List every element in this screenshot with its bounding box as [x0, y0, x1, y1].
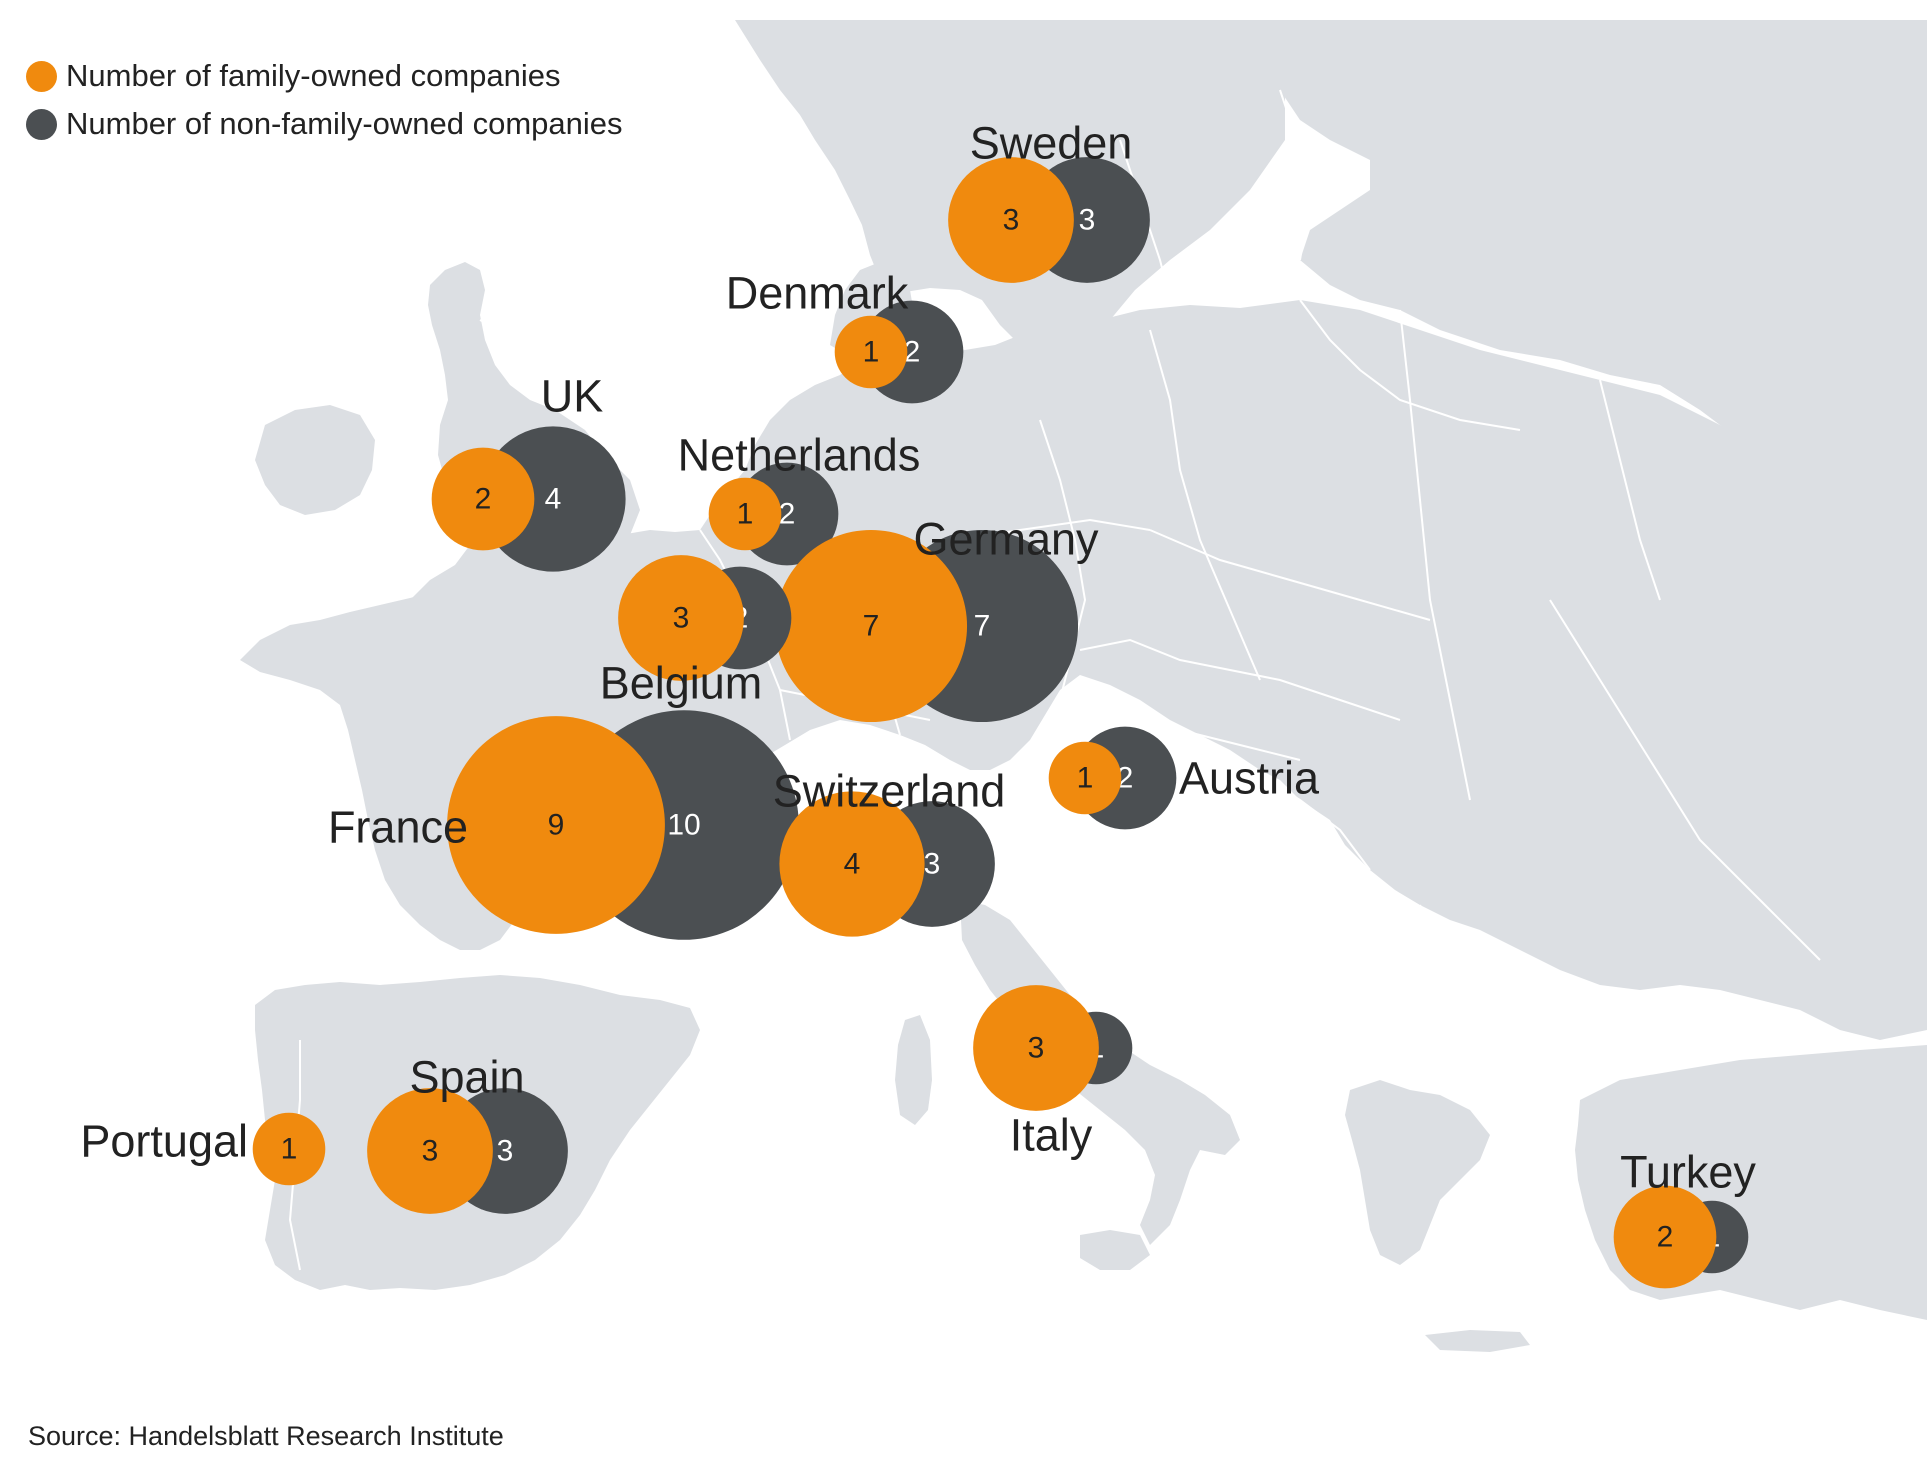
netherlands-family-bubble: 1	[708, 477, 782, 551]
turkey-family-bubble: 2	[1613, 1185, 1717, 1289]
continental-europe-landmass	[240, 300, 1927, 1040]
portugal-family-bubble: 1	[252, 1112, 326, 1186]
austria-family-value: 1	[1077, 762, 1094, 795]
switzerland-family-circle	[779, 791, 925, 937]
border-line	[1549, 599, 1821, 961]
denmark-family-bubble: 1	[834, 315, 908, 389]
country-label-portugal: Portugal	[80, 1116, 248, 1167]
france-family-circle	[447, 716, 665, 934]
border-line	[1599, 379, 1661, 601]
border-line	[1249, 769, 1371, 871]
netherlands-family-value: 1	[737, 498, 754, 531]
country-borders	[288, 89, 1821, 1271]
sweden-family-bubble: 3	[948, 157, 1074, 283]
legend-label-non-family: Number of non-family-owned companies	[66, 106, 623, 141]
germany-family-bubble: 7	[774, 529, 968, 723]
switzerland-non-family-value: 3	[924, 848, 941, 881]
italy-family-value: 3	[1028, 1032, 1045, 1065]
uk-family-bubble: 2	[431, 447, 535, 551]
legend-item-family: Number of family-owned companies	[26, 52, 623, 100]
country-label-belgium: Belgium	[600, 658, 763, 709]
spain-family-circle	[367, 1088, 493, 1214]
france-family-value: 9	[548, 809, 565, 842]
sweden-family-circle	[948, 157, 1074, 283]
uk-family-circle	[431, 447, 535, 551]
sweden-family-value: 3	[1003, 204, 1020, 237]
denmark-family-circle	[834, 315, 908, 389]
country-label-turkey: Turkey	[1620, 1147, 1756, 1198]
belgium-family-value: 3	[673, 602, 690, 635]
legend-item-non-family: Number of non-family-owned companies	[26, 100, 623, 148]
country-label-italy: Italy	[1010, 1110, 1093, 1161]
sardinia-landmass	[895, 1015, 932, 1125]
country-label-uk: UK	[541, 371, 604, 422]
italy-family-circle	[973, 985, 1099, 1111]
belgium-family-bubble: 3	[618, 555, 744, 681]
germany-family-circle	[774, 529, 968, 723]
border-line	[1059, 699, 1301, 761]
country-labels: Sweden Denmark UK Netherlands Germany Belgium…	[80, 118, 1756, 1198]
france-non-family-value: 10	[667, 809, 700, 842]
country-label-sweden: Sweden	[970, 118, 1133, 169]
border-line	[1079, 638, 1401, 721]
austria-family-bubble: 1	[1048, 741, 1122, 815]
finland-russia-landmass	[1280, 20, 1927, 560]
italy-family-bubble: 3	[973, 985, 1099, 1111]
belgium-family-circle	[618, 555, 744, 681]
border-line	[1149, 329, 1261, 681]
country-label-france: France	[328, 802, 468, 853]
turkey-family-value: 2	[1657, 1221, 1674, 1254]
denmark-family-value: 1	[863, 336, 880, 369]
austria-family-circle	[1048, 741, 1122, 815]
crete-landmass	[1425, 1330, 1530, 1352]
border-line	[1119, 139, 1171, 301]
non-family-swatch-icon	[26, 108, 57, 140]
sweden-non-family-value: 3	[1079, 204, 1096, 237]
greece-landmass	[1345, 1080, 1490, 1265]
netherlands-non-family-value: 2	[779, 498, 796, 531]
germany-non-family-value: 7	[974, 610, 991, 643]
netherlands-family-circle	[708, 477, 782, 551]
country-label-spain: Spain	[409, 1052, 524, 1103]
legend: Number of family-owned companies Number …	[26, 52, 623, 148]
uk-family-value: 2	[475, 483, 492, 516]
legend-label-family: Number of family-owned companies	[66, 58, 561, 93]
country-label-denmark: Denmark	[726, 268, 909, 319]
portugal-family-circle	[252, 1112, 326, 1186]
france-family-bubble: 9	[447, 716, 665, 934]
uk-non-family-value: 4	[545, 483, 562, 516]
switzerland-family-value: 4	[844, 848, 861, 881]
family-swatch-icon	[26, 60, 57, 92]
border-line	[479, 319, 521, 346]
border-line	[1399, 309, 1471, 801]
country-label-switzerland: Switzerland	[773, 766, 1006, 817]
germany-family-value: 7	[863, 610, 880, 643]
country-label-austria: Austria	[1179, 753, 1320, 804]
border-line	[1419, 904, 1521, 1101]
country-label-germany: Germany	[913, 514, 1099, 565]
portugal-family-value: 1	[281, 1133, 298, 1166]
spain-family-bubble: 3	[367, 1088, 493, 1214]
ireland-landmass	[255, 405, 375, 515]
border-line	[1149, 529, 1431, 621]
border-line	[1279, 89, 1312, 261]
switzerland-family-bubble: 4	[779, 791, 925, 937]
company-bubbles: 33214221772310934211333112	[252, 157, 1749, 1289]
turkey-family-circle	[1613, 1185, 1717, 1289]
country-label-netherlands: Netherlands	[678, 430, 921, 481]
source-note: Source: Handelsblatt Research Institute	[28, 1421, 504, 1451]
border-line	[1299, 859, 1401, 1080]
austria-non-family-value: 2	[1117, 762, 1134, 795]
spain-non-family-value: 3	[497, 1135, 514, 1168]
border-line	[1299, 299, 1521, 431]
sicily-landmass	[1080, 1230, 1150, 1270]
spain-family-value: 3	[422, 1135, 439, 1168]
denmark-non-family-value: 2	[904, 336, 921, 369]
